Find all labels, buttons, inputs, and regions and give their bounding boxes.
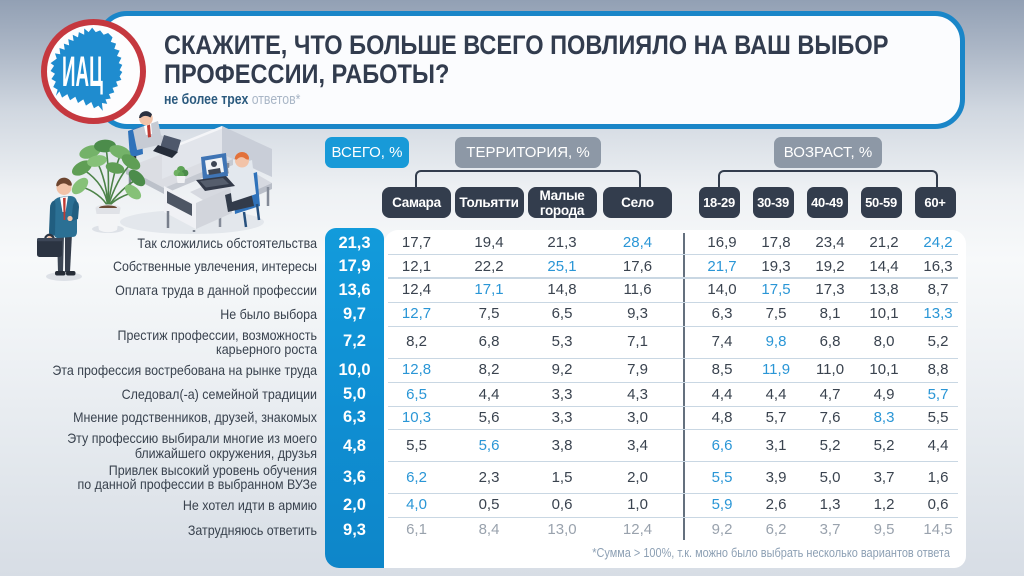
svg-text:ИАЦ: ИАЦ xyxy=(62,49,103,96)
